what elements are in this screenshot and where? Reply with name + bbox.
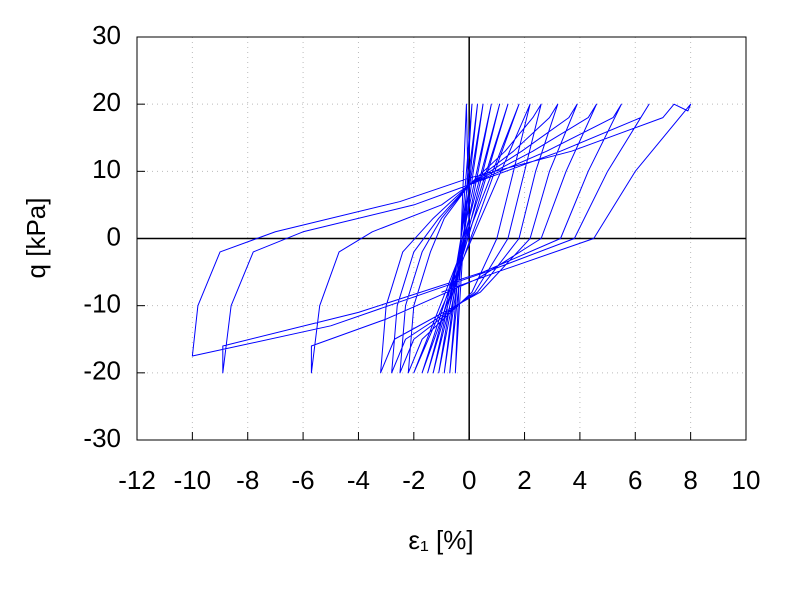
x-tick-label: -6 xyxy=(292,465,315,495)
y-axis-label: q [kPa] xyxy=(21,198,51,279)
y-tick-label: 10 xyxy=(92,154,121,184)
y-tick-label: 20 xyxy=(92,87,121,117)
y-tick-label: 0 xyxy=(107,221,121,251)
x-axis-label: ε₁ [%] xyxy=(408,525,473,555)
x-tick-label: 4 xyxy=(573,465,587,495)
x-tick-label: 2 xyxy=(517,465,531,495)
x-tick-label: 6 xyxy=(628,465,642,495)
x-tick-label: -2 xyxy=(402,465,425,495)
x-tick-label: -4 xyxy=(347,465,370,495)
x-tick-label: -10 xyxy=(174,465,212,495)
y-tick-label: -10 xyxy=(83,289,121,319)
plot-frame xyxy=(136,36,747,441)
x-tick-label: 0 xyxy=(462,465,476,495)
x-tick-label: 8 xyxy=(683,465,697,495)
x-tick-label: 10 xyxy=(732,465,761,495)
data-line xyxy=(191,103,692,374)
x-tick-label: -12 xyxy=(118,465,156,495)
y-tick-label: -30 xyxy=(83,423,121,453)
y-tick-label: -20 xyxy=(83,356,121,386)
y-tick-label: 30 xyxy=(92,20,121,50)
x-tick-label: -8 xyxy=(236,465,259,495)
